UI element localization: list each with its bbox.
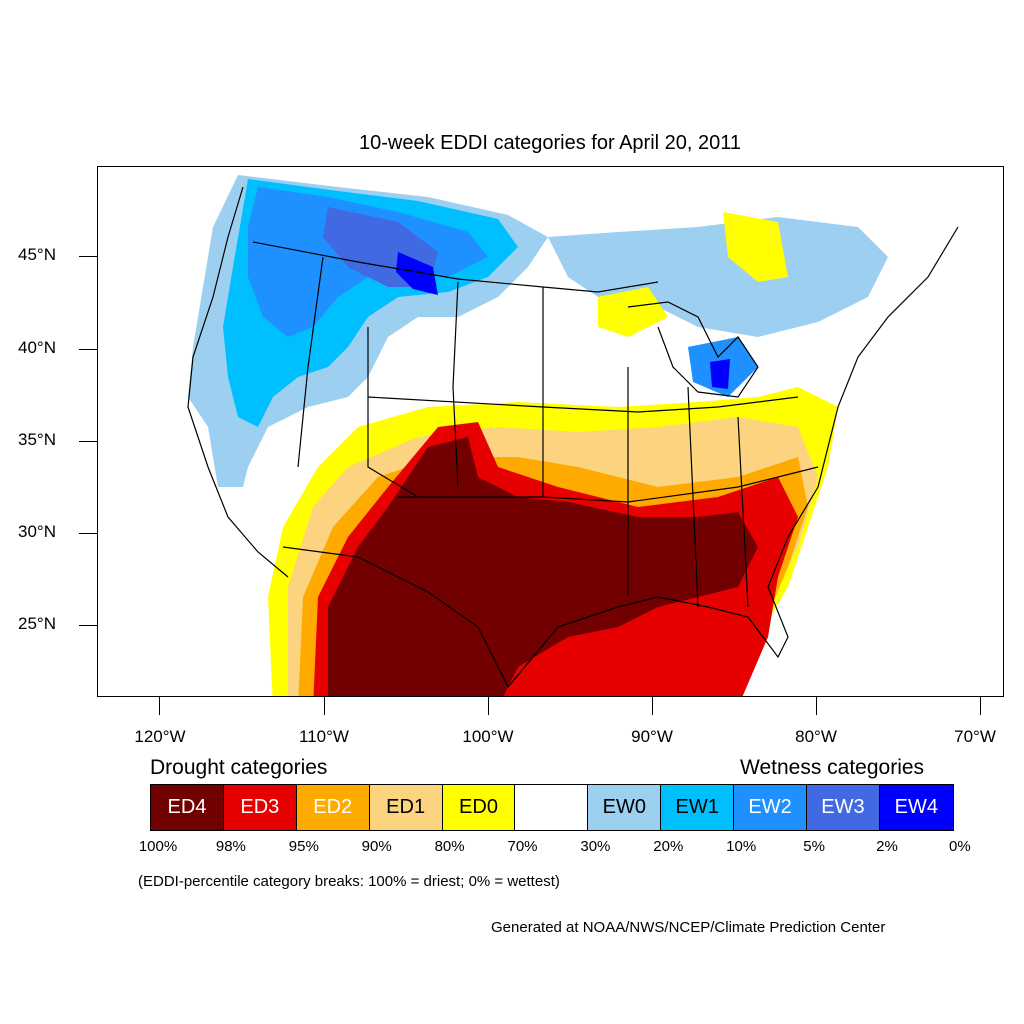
legend-percent-label: 0% <box>949 838 971 855</box>
legend-box-ew4: EW4 <box>879 785 953 830</box>
lon-label-120w: 120°W <box>134 727 186 746</box>
us-mexico-border <box>282 546 509 688</box>
lon-tick-110w <box>324 697 325 715</box>
gulf-coast <box>507 446 829 688</box>
legend-color-bar: ED4 ED3 ED2 ED1 ED0 EW0 EW1 EW2 EW3 EW4 <box>150 784 954 831</box>
category-breaks-note: (EDDI-percentile category breaks: 100% =… <box>138 873 560 890</box>
legend-box-ed2: ED2 <box>296 785 370 830</box>
legend-box-ew2: EW2 <box>734 785 808 830</box>
legend-percent-label: 100% <box>138 838 178 855</box>
lon-tick-80w <box>816 697 817 715</box>
legend-percent-label: 70% <box>507 838 538 855</box>
wet-region-montana-ew4 <box>396 252 438 295</box>
us-coastline-west <box>187 186 289 578</box>
east-coast <box>827 226 959 448</box>
lat-label-25n: 25°N <box>18 614 56 633</box>
legend-box-ed3: ED3 <box>223 785 297 830</box>
legend-percent-label: 5% <box>803 838 825 855</box>
legend-percent-label: 10% <box>726 838 757 855</box>
wet-region-michigan-ew4 <box>710 359 730 389</box>
legend-percent-label: 90% <box>361 838 392 855</box>
legend-box-ew1: EW1 <box>661 785 735 830</box>
state-line-1 <box>297 256 324 468</box>
lat-tick-35n <box>79 441 97 442</box>
lon-tick-120w <box>159 697 160 715</box>
state-line-3 <box>452 281 459 488</box>
state-line-5 <box>367 396 799 413</box>
legend-box-ed4: ED4 <box>151 785 224 830</box>
us-canada-border <box>252 241 659 293</box>
legend-box-neutral <box>515 785 589 830</box>
legend-box-ew3: EW3 <box>807 785 880 830</box>
lat-tick-30n <box>79 533 97 534</box>
legend-drought-heading: Drought categories <box>150 756 328 779</box>
legend-box-ew0: EW0 <box>588 785 662 830</box>
lon-tick-70w <box>980 697 981 715</box>
map-title: 10-week EDDI categories for April 20, 20… <box>358 132 742 154</box>
lat-label-30n: 30°N <box>18 522 56 541</box>
credit-line: Generated at NOAA/NWS/NCEP/Climate Predi… <box>491 919 886 936</box>
lon-label-110w: 110°W <box>299 727 349 746</box>
drought-region-ed4 <box>328 437 758 696</box>
great-lakes-outline <box>627 301 759 398</box>
legend-box-ed0: ED0 <box>442 785 516 830</box>
legend-percent-label: 95% <box>288 838 319 855</box>
lon-tick-100w <box>488 697 489 715</box>
wet-region-great-lakes <box>548 217 888 337</box>
lat-label-45n: 45°N <box>18 245 56 264</box>
legend-percent-label: 98% <box>215 838 246 855</box>
lon-label-100w: 100°W <box>462 727 514 746</box>
state-line-8 <box>687 386 699 608</box>
lat-tick-45n <box>79 256 97 257</box>
boundary-lines <box>187 186 959 688</box>
drought-region-ed0-northeast <box>723 212 788 282</box>
lon-tick-90w <box>652 697 653 715</box>
legend-box-ed1: ED1 <box>369 785 443 830</box>
lat-tick-25n <box>79 625 97 626</box>
state-line-2 <box>367 327 419 498</box>
state-line-9 <box>737 416 749 608</box>
legend-percent-label: 20% <box>653 838 684 855</box>
legend-wetness-heading: Wetness categories <box>740 756 925 779</box>
lat-tick-40n <box>79 349 97 350</box>
eddi-map-canvas <box>187 175 959 696</box>
lon-label-90w: 90°W <box>631 727 673 746</box>
lat-label-35n: 35°N <box>18 430 56 449</box>
lon-label-70w: 70°W <box>954 727 996 746</box>
drought-regions <box>268 212 838 696</box>
lat-label-40n: 40°N <box>18 338 56 357</box>
eddi-map <box>97 166 1004 697</box>
drought-region-ed0-lakes <box>598 287 668 337</box>
legend-percent-label: 80% <box>434 838 465 855</box>
legend-percent-label: 30% <box>580 838 611 855</box>
lon-label-80w: 80°W <box>795 727 837 746</box>
legend-percent-label: 2% <box>876 838 898 855</box>
